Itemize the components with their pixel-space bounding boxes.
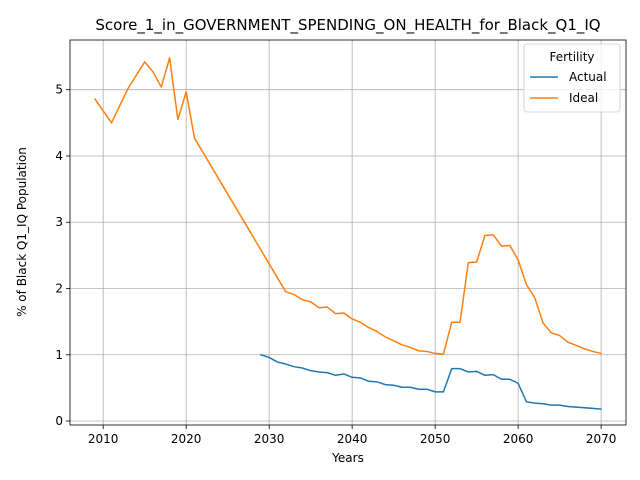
chart-title: Score_1_in_GOVERNMENT_SPENDING_ON_HEALTH…	[95, 16, 600, 35]
x-tick-label: 2050	[420, 432, 451, 446]
y-tick-label: 4	[55, 149, 63, 163]
y-tick-label: 3	[55, 215, 63, 229]
x-tick-label: 2010	[88, 432, 119, 446]
y-tick-label: 5	[55, 83, 63, 97]
plot-area-frame	[69, 39, 627, 426]
legend-title: Fertility	[549, 50, 594, 64]
legend-label-actual: Actual	[569, 70, 607, 84]
series-line-actual	[260, 354, 602, 410]
x-tick-label: 2030	[254, 432, 285, 446]
x-axis-ticks: 2010 2020 2030 2040 2050 2060 2070	[88, 425, 616, 446]
x-tick-label: 2060	[503, 432, 534, 446]
y-axis-label: % of Black Q1_IQ Population	[15, 147, 29, 317]
y-tick-label: 1	[55, 348, 63, 362]
x-tick-label: 2070	[586, 432, 617, 446]
grid-lines	[70, 40, 626, 425]
x-tick-label: 2020	[171, 432, 202, 446]
series-lines	[94, 57, 602, 410]
legend-label-ideal: Ideal	[569, 91, 598, 105]
y-axis-ticks: 0 1 2 3 4 5	[55, 83, 70, 428]
y-tick-label: 0	[55, 414, 63, 428]
x-tick-label: 2040	[337, 432, 368, 446]
x-axis-label: Years	[331, 451, 364, 465]
series-line-ideal	[94, 57, 602, 355]
legend: Fertility Actual Ideal	[523, 43, 621, 113]
legend-box	[523, 43, 621, 113]
y-tick-label: 2	[55, 281, 63, 295]
